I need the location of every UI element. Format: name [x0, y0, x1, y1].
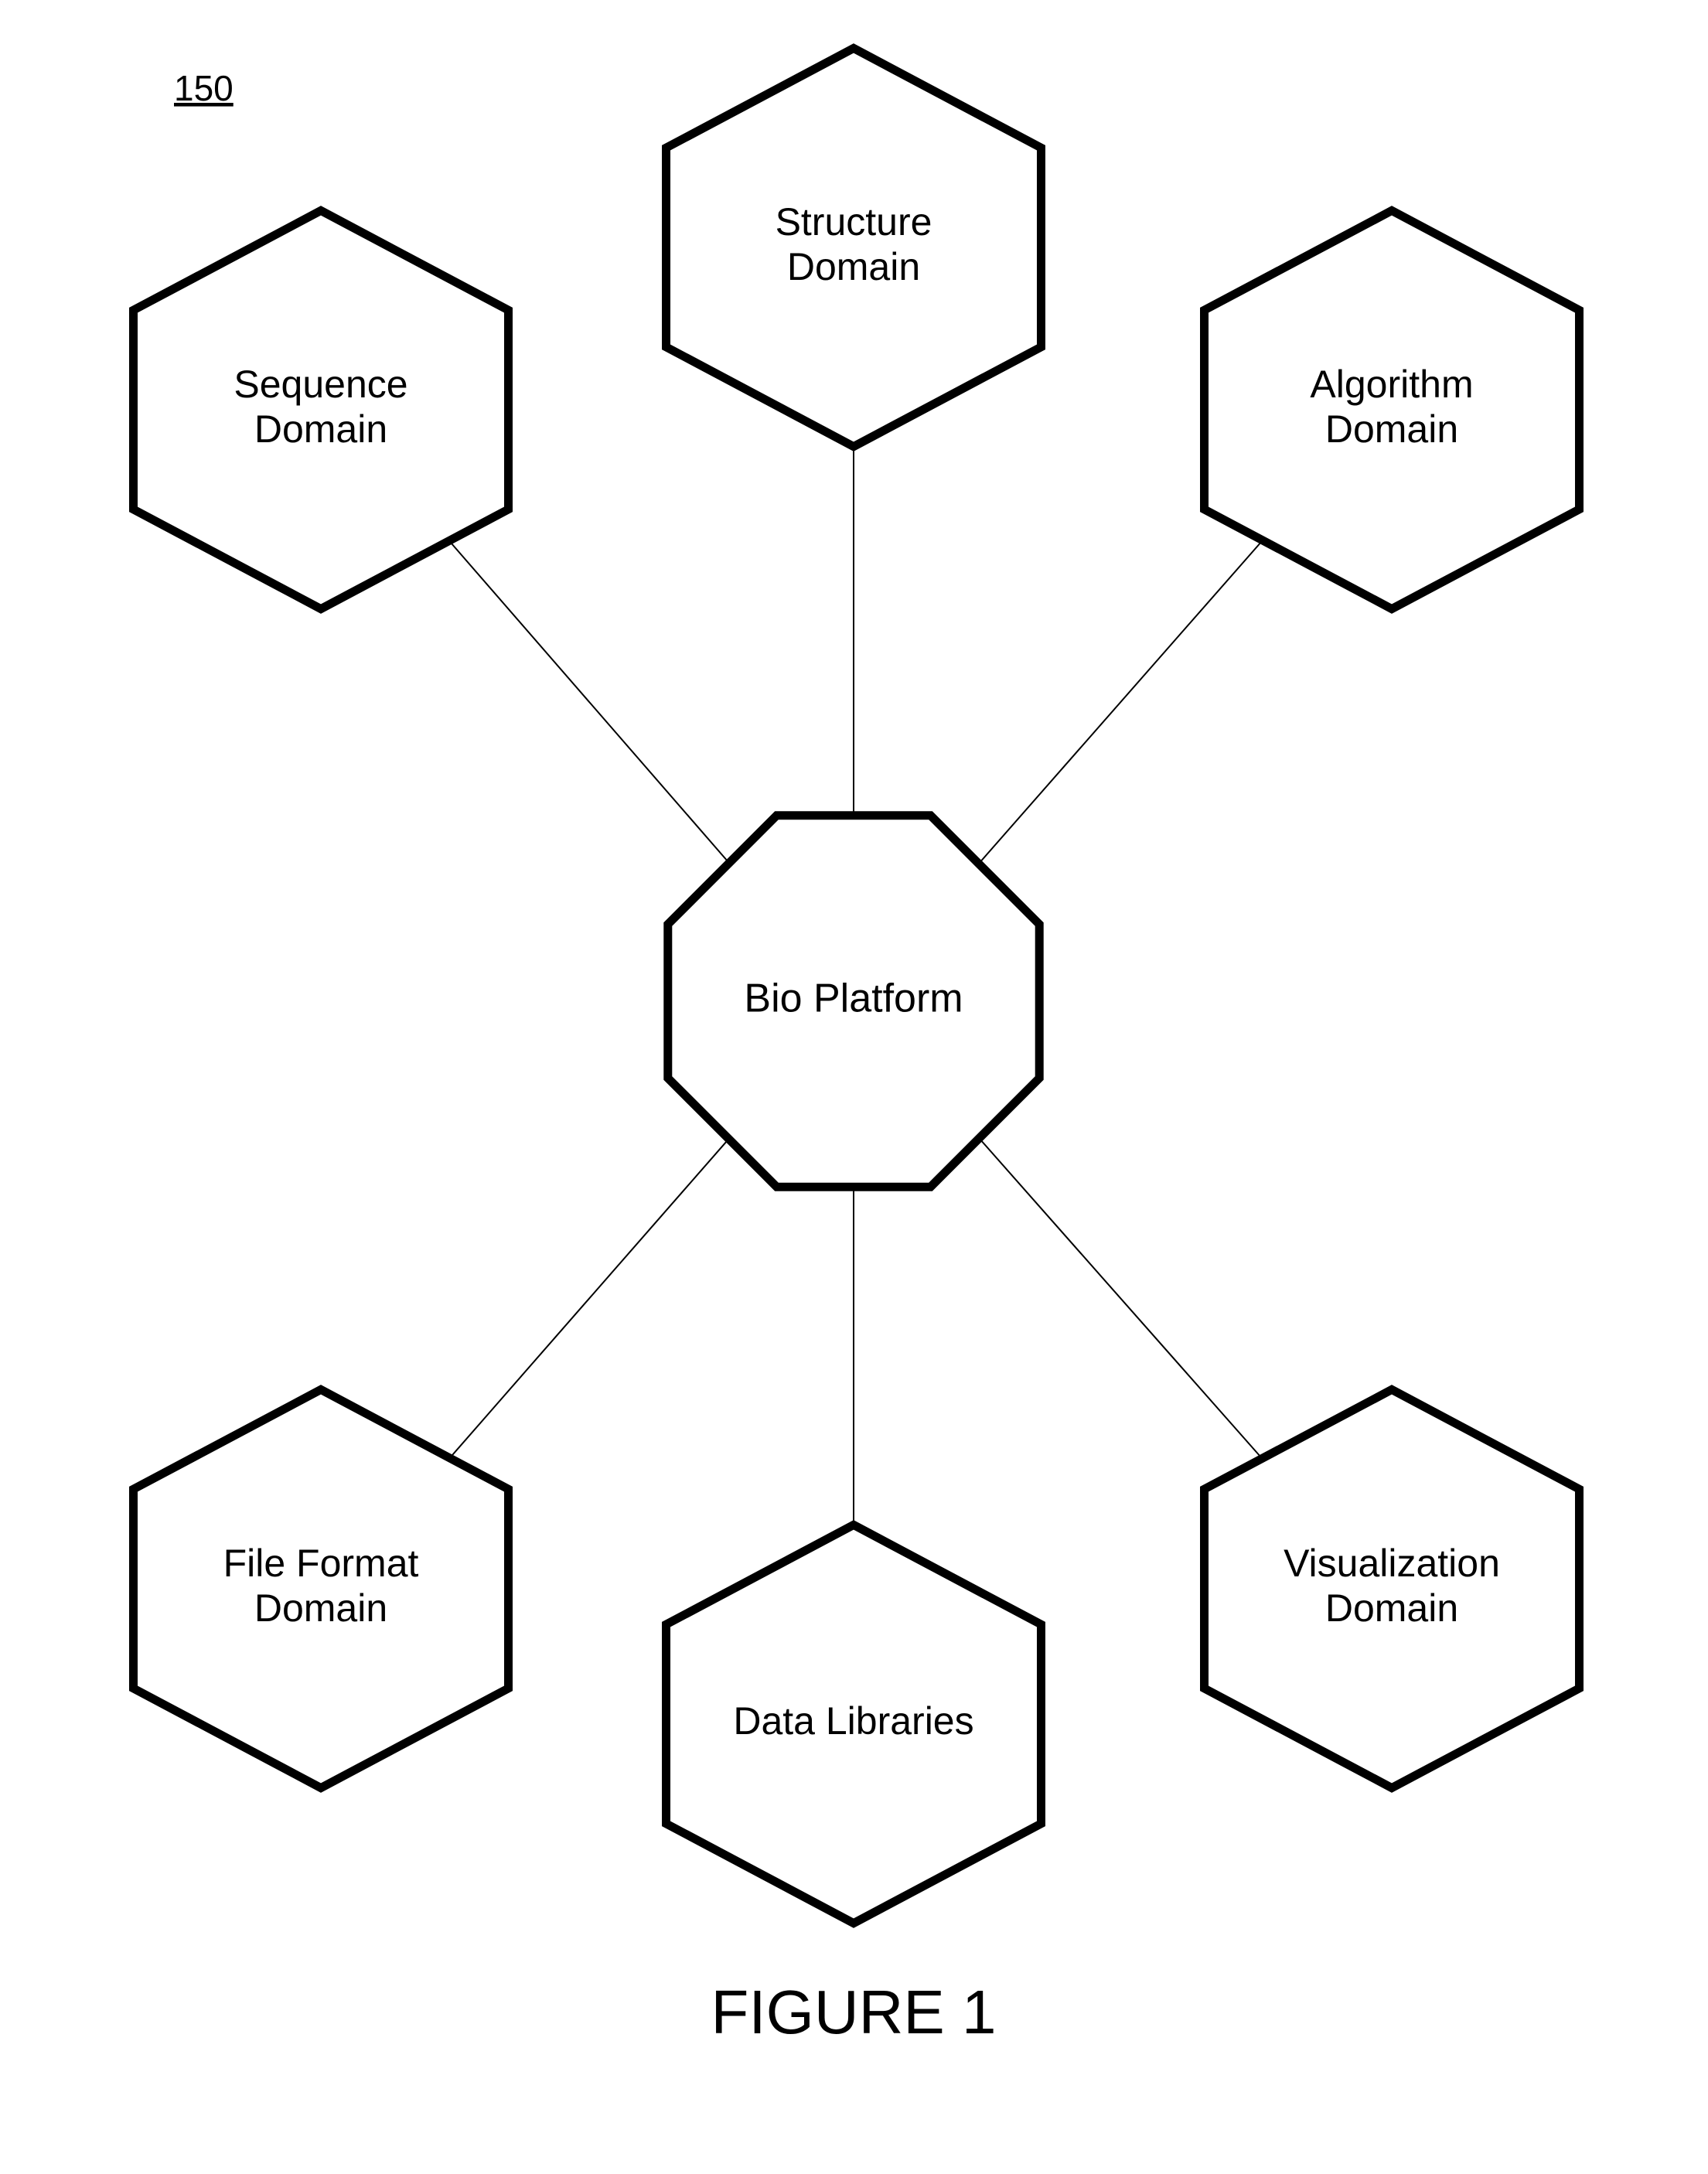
center-node-label: Bio Platform — [744, 976, 963, 1021]
diagram-canvas: Bio PlatformStructureDomainSequenceDomai… — [0, 0, 1708, 2174]
hex-node-label-visualization-domain-line0: Visualization — [1284, 1542, 1500, 1585]
hex-node-label-algorithm-domain-line1: Domain — [1325, 407, 1458, 451]
hex-node-label-structure-domain-line0: Structure — [776, 200, 932, 244]
hex-node-label-sequence-domain-line0: Sequence — [234, 363, 407, 406]
edge-bio-platform-file-format-domain — [450, 1139, 729, 1458]
hex-node-label-sequence-domain-line1: Domain — [254, 407, 387, 451]
hex-node-label-data-libraries-line0: Data Libraries — [733, 1699, 973, 1743]
edge-bio-platform-algorithm-domain — [979, 540, 1263, 864]
figure-title: FIGURE 1 — [711, 1978, 997, 2046]
reference-number: 150 — [174, 68, 234, 108]
hex-node-label-file-format-domain-line1: Domain — [254, 1586, 387, 1630]
hex-node-label-algorithm-domain-line0: Algorithm — [1310, 363, 1473, 406]
edge-bio-platform-visualization-domain — [979, 1138, 1262, 1458]
hex-node-label-file-format-domain-line0: File Format — [223, 1542, 419, 1585]
hex-node-label-visualization-domain-line1: Domain — [1325, 1586, 1458, 1630]
edge-bio-platform-sequence-domain — [449, 540, 729, 863]
hex-node-label-structure-domain-line1: Domain — [787, 245, 920, 288]
